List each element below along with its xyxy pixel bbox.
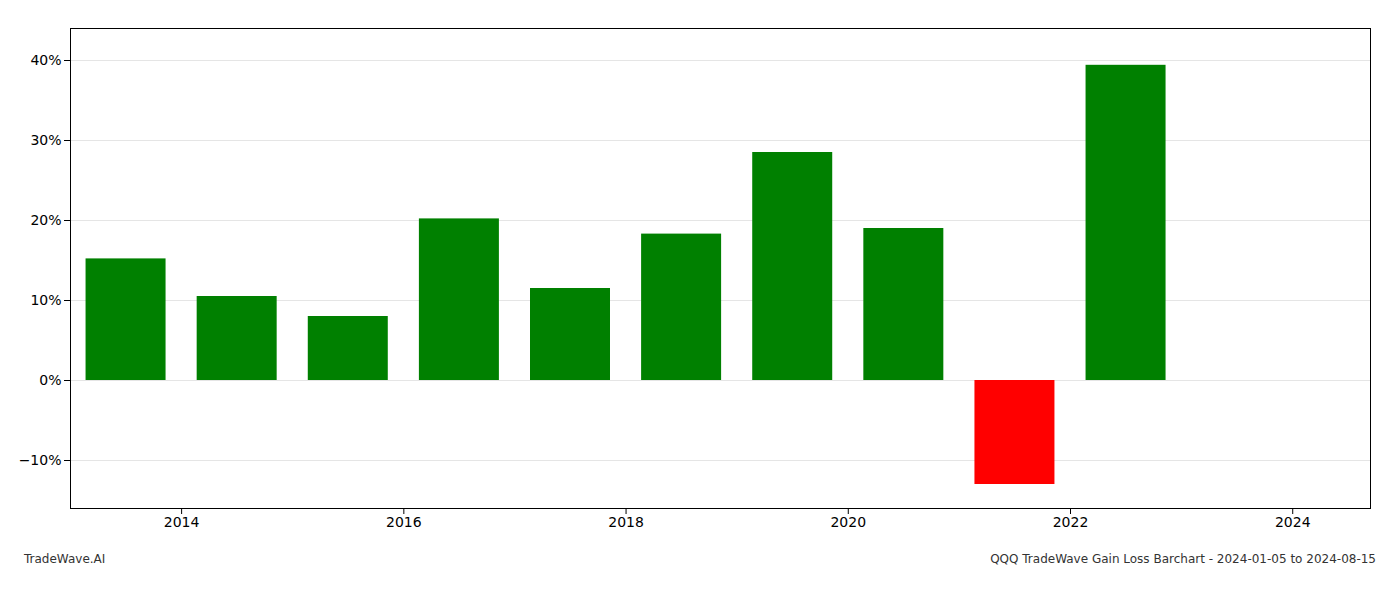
svg-text:2018: 2018 [608,514,644,530]
svg-text:2020: 2020 [830,514,866,530]
svg-text:2014: 2014 [164,514,200,530]
svg-text:2022: 2022 [1053,514,1089,530]
svg-text:10%: 10% [30,292,61,308]
svg-text:0%: 0% [39,372,61,388]
svg-text:40%: 40% [30,52,61,68]
svg-text:30%: 30% [30,132,61,148]
svg-text:20%: 20% [30,212,61,228]
html-text:QQQ TradeWave Gain Loss Barcha: QQQ TradeWave Gain Loss Barchart - 2024-… [990,552,1376,566]
svg-text:2024: 2024 [1275,514,1311,530]
html-text:TradeWave.AI: TradeWave.AI [24,552,106,566]
svg-text:2016: 2016 [386,514,422,530]
svg-text:−10%: −10% [19,452,62,468]
